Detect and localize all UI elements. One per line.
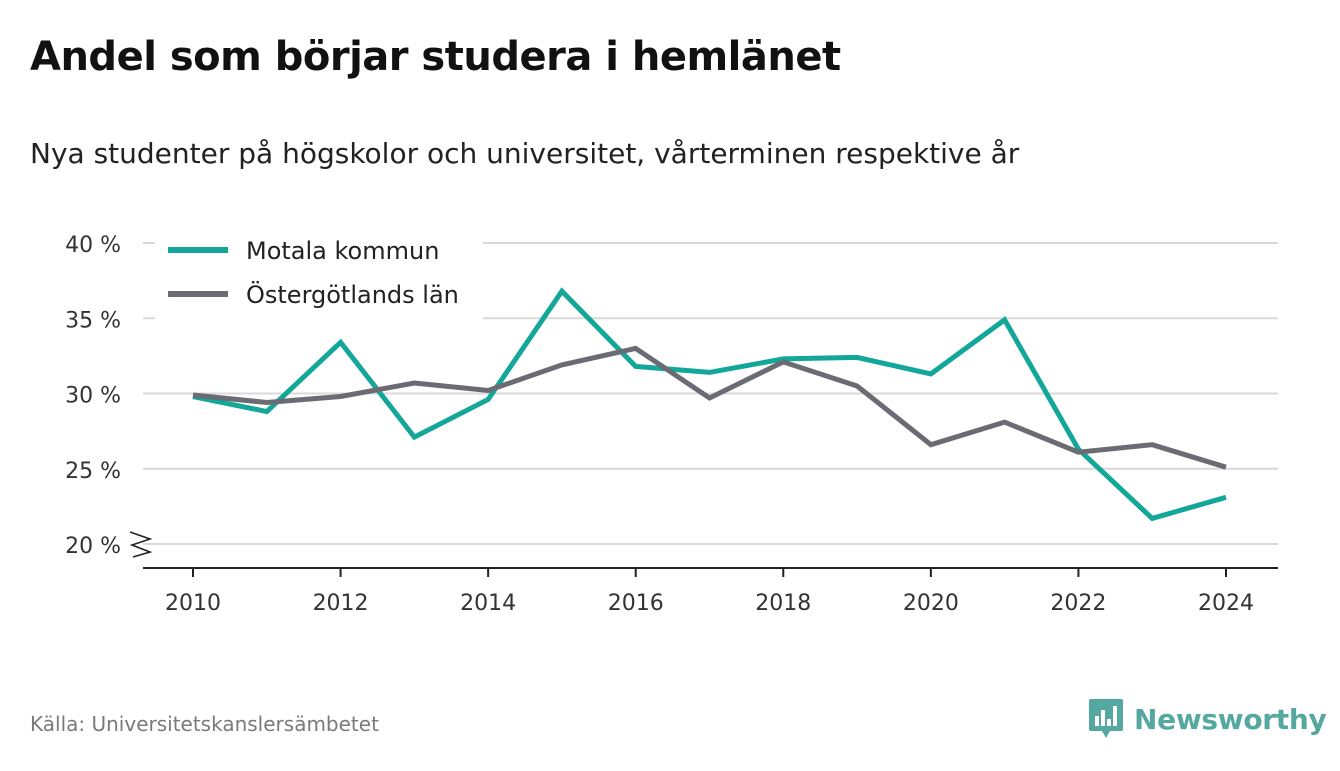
- y-tick-label: 30 %: [65, 384, 121, 409]
- y-tick-label: 25 %: [65, 459, 121, 484]
- x-tick-label: 2010: [165, 591, 221, 616]
- legend-label: Östergötlands län: [246, 280, 459, 309]
- legend: Motala kommun Östergötlands län: [155, 228, 483, 320]
- line-chart: 20 % 25 % 30 % 35 % 40 % 2010 2012 2014 2016 2018…: [65, 228, 1278, 616]
- x-tick-label: 2024: [1198, 591, 1254, 616]
- x-tick-label: 2022: [1050, 591, 1106, 616]
- brand-logo: Newsworthy: [1088, 697, 1327, 741]
- axis-break-mark: [129, 531, 153, 558]
- chart-subtitle: Nya studenter på högskolor och universit…: [30, 137, 1020, 170]
- legend-label: Motala kommun: [246, 237, 439, 265]
- x-tick-label: 2016: [608, 591, 664, 616]
- series-line: [192, 345, 1227, 470]
- x-tick-label: 2012: [313, 591, 369, 616]
- y-tick-label: 35 %: [65, 308, 121, 333]
- y-tick-label: 40 %: [65, 233, 121, 258]
- brand-name: Newsworthy: [1134, 702, 1327, 736]
- series-lines: [192, 287, 1227, 522]
- chart-title: Andel som börjar studera i hemlänet: [30, 34, 841, 80]
- x-tick-label: 2020: [903, 591, 959, 616]
- source-note: Källa: Universitetskanslersämbetet: [30, 712, 379, 736]
- x-tick-label: 2018: [755, 591, 811, 616]
- legend-background: [155, 228, 483, 320]
- axes: 20 % 25 % 30 % 35 % 40 % 2010 2012 2014 2016 2018…: [65, 233, 1278, 616]
- bar-chart-speech-bubble-icon: [1089, 699, 1123, 738]
- y-tick-label: 20 %: [65, 534, 121, 559]
- x-tick-label: 2014: [460, 591, 516, 616]
- series-line: [192, 287, 1227, 522]
